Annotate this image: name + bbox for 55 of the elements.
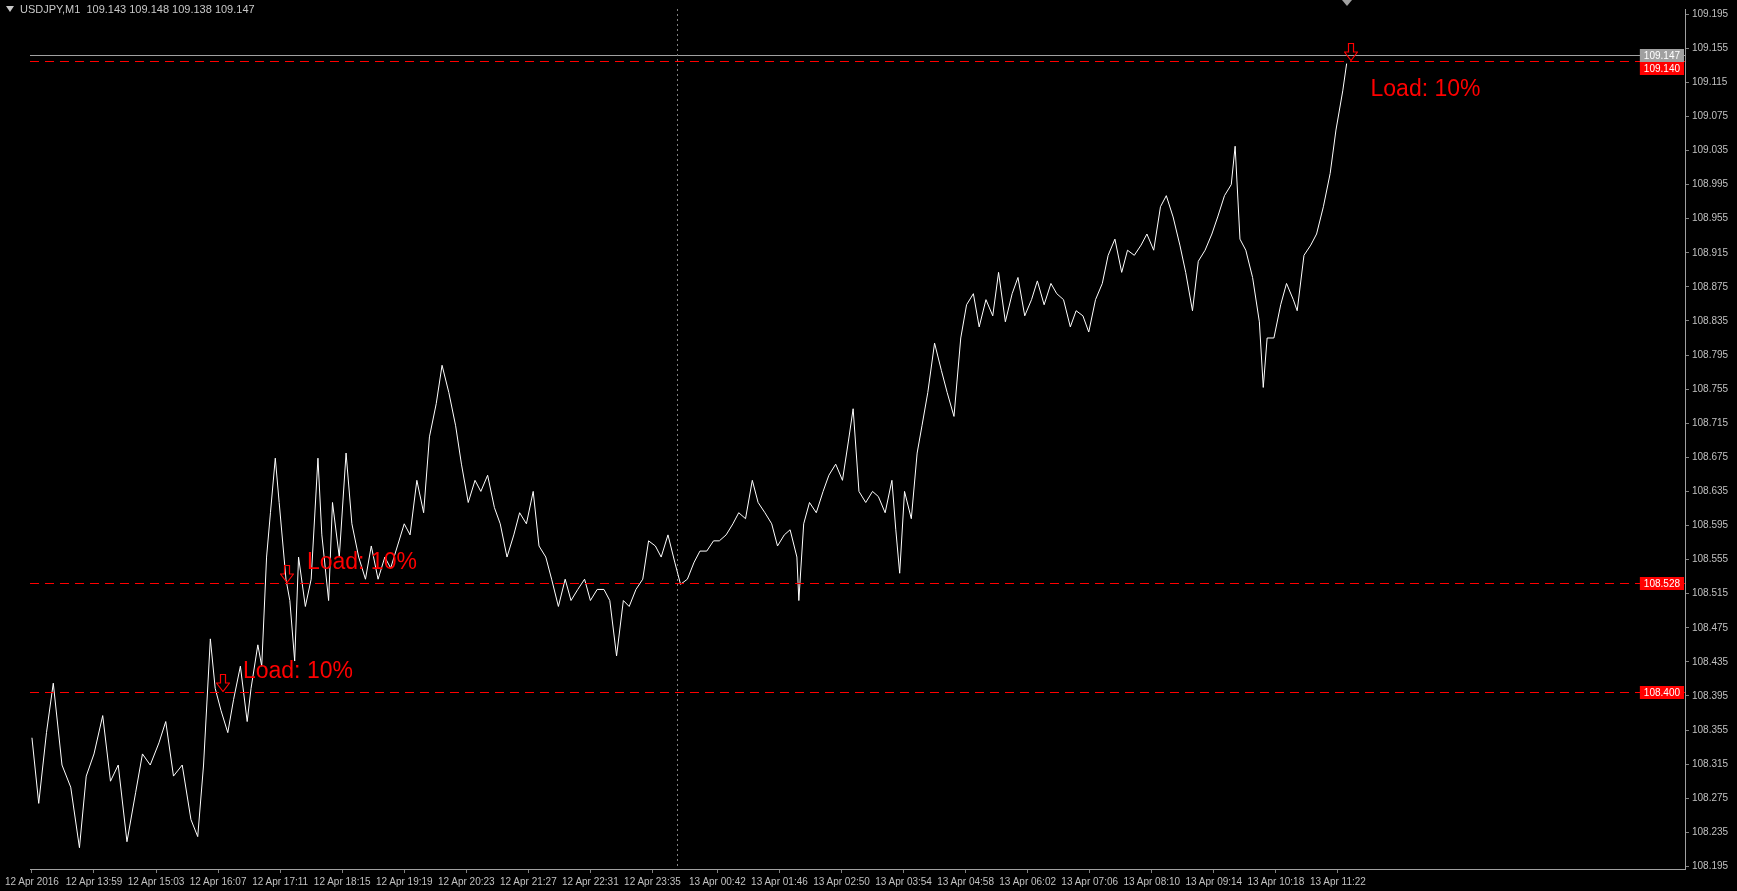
x-tick-label: 13 Apr 01:46 [751,875,809,887]
annotation: Load: 10% [242,657,353,684]
y-tick-label: 108.195 [1692,860,1729,872]
y-tick-label: 109.195 [1692,7,1729,19]
y-tick-label: 108.315 [1692,757,1729,769]
x-tick-label: 13 Apr 11:22 [1309,875,1367,887]
y-tick-label: 108.355 [1692,723,1729,735]
x-tick-label: 12 Apr 13:59 [65,875,123,887]
y-tick-label: 108.515 [1692,587,1729,599]
y-tick-label: 108.955 [1692,212,1729,224]
annotation: Load: 10% [1370,75,1481,102]
y-tick-label: 108.835 [1692,314,1729,326]
x-tick-label: 13 Apr 02:50 [813,875,871,887]
ref-line-label: 109.147 [1643,49,1681,61]
x-tick-label: 13 Apr 07:06 [1061,875,1119,887]
y-tick-label: 108.395 [1692,689,1729,701]
x-tick-label: 12 Apr 20:23 [437,875,496,887]
y-tick-label: 108.795 [1692,348,1729,360]
y-tick-label: 109.035 [1692,144,1729,156]
x-tick-label: 12 Apr 18:15 [313,875,371,887]
x-tick-label: 12 Apr 15:03 [127,875,185,887]
x-tick-label: 13 Apr 10:18 [1247,875,1305,887]
y-tick-label: 108.995 [1692,178,1729,190]
y-tick-label: 108.595 [1692,519,1729,531]
ref-line-label: 108.400 [1643,686,1681,698]
x-tick-label: 12 Apr 19:19 [375,875,434,887]
y-tick-label: 108.635 [1692,485,1729,497]
y-tick-label: 108.915 [1692,246,1729,258]
y-tick-label: 109.155 [1692,41,1729,53]
x-tick-label: 12 Apr 23:35 [624,875,682,887]
x-tick-label: 13 Apr 08:10 [1123,875,1181,887]
ref-line-label: 108.528 [1643,577,1681,589]
x-tick-label: 12 Apr 22:31 [562,875,620,887]
x-tick-label: 13 Apr 06:02 [999,875,1057,887]
x-tick-label: 12 Apr 21:27 [499,875,558,887]
ref-line-label: 109.140 [1643,62,1681,74]
y-tick-label: 108.235 [1692,826,1729,838]
y-tick-label: 108.275 [1692,792,1729,804]
y-tick-label: 109.075 [1692,110,1729,122]
y-tick-label: 109.115 [1692,76,1728,88]
y-tick-label: 108.475 [1692,621,1729,633]
y-tick-label: 108.715 [1692,416,1729,428]
x-tick-label: 12 Apr 2016 [4,875,60,887]
chart-title: USDJPY,M1 109.143 109.148 109.138 109.147 [20,3,255,15]
y-tick-label: 108.435 [1692,655,1729,667]
x-tick-label: 12 Apr 16:07 [189,875,247,887]
y-tick-label: 108.555 [1692,553,1729,565]
x-tick-label: 13 Apr 00:42 [689,875,747,887]
y-tick-label: 108.675 [1692,451,1729,463]
x-tick-label: 13 Apr 04:58 [937,875,995,887]
x-tick-label: 13 Apr 09:14 [1185,875,1243,887]
x-tick-label: 13 Apr 03:54 [875,875,933,887]
y-tick-label: 108.755 [1692,382,1729,394]
x-tick-label: 12 Apr 17:11 [252,875,309,887]
y-tick-label: 108.875 [1692,280,1729,292]
